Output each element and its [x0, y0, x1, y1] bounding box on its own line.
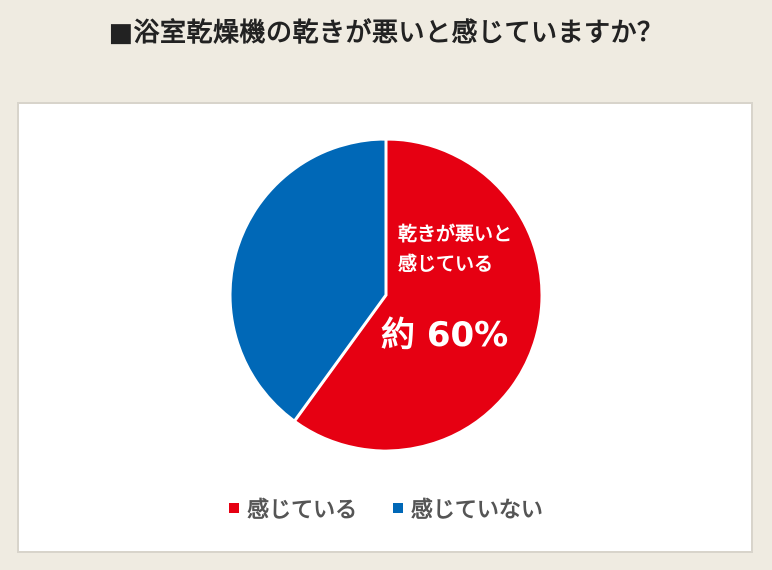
slice-value-label-0: 約 60%	[381, 315, 508, 355]
legend-item-0: 感じている	[229, 492, 357, 524]
slice-label-line-1: 感じている	[398, 252, 493, 275]
legend-label-1: 感じていない	[410, 498, 543, 523]
legend-swatch-1	[392, 503, 403, 513]
legend-label-0: 感じている	[247, 498, 358, 523]
pie-slice-0	[292, 137, 544, 453]
legend: 感じている 感じていない	[0, 492, 772, 524]
chart-title: ■浴室乾燥機の乾きが悪いと感じていますか？	[108, 18, 664, 48]
slice-label-line-0: 乾きが悪いと	[398, 222, 512, 245]
legend-item-1: 感じていない	[392, 492, 543, 524]
legend-swatch-0	[229, 503, 240, 513]
pie-slice-1	[228, 137, 388, 423]
